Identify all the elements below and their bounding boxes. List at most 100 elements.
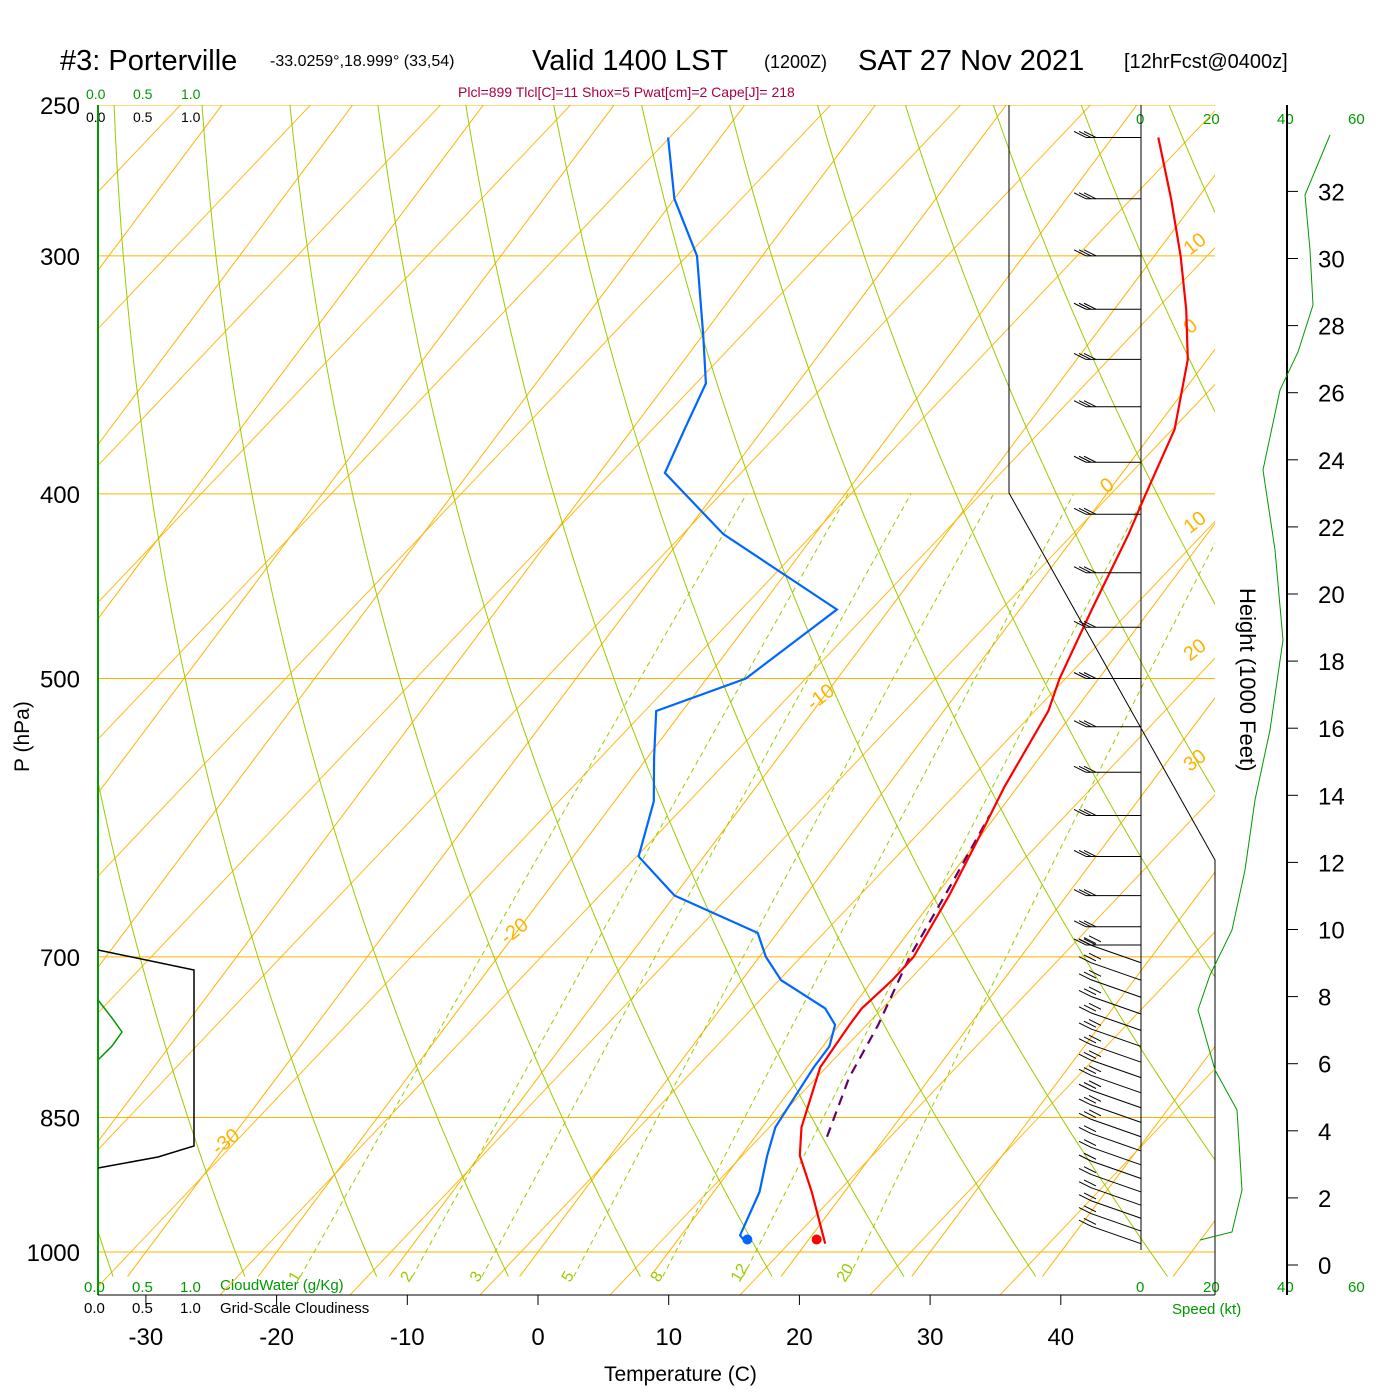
isotherm-line: [98, 105, 876, 1143]
wind-barb-staff: [1090, 1160, 1142, 1179]
height-tick-label: 12: [1318, 850, 1345, 877]
wind-barb-feather: [1073, 455, 1087, 463]
svg-text:0.5: 0.5: [133, 109, 153, 125]
grid-diagonal: [609, 657, 1215, 1295]
grid-diagonal: [98, 105, 311, 330]
wind-barb-feather: [1083, 672, 1097, 679]
isotherm-line: [98, 105, 223, 272]
wind-barb-feather: [1078, 920, 1092, 928]
wind-barb-feather: [1083, 1082, 1097, 1089]
grid-diagonal: [999, 1067, 1215, 1295]
x-tick-label: -30: [129, 1324, 164, 1351]
wind-barb-feather: [1078, 131, 1092, 138]
isotherm-line: [127, 105, 1007, 1277]
wind-barb-feather: [1083, 352, 1097, 360]
wind-barb-feather: [1083, 1205, 1097, 1213]
wind-barb-feather: [1083, 971, 1097, 979]
wind-barb-feather: [1073, 400, 1087, 408]
wind-barb-feather: [1078, 1083, 1092, 1091]
wind-barb-feather: [1083, 988, 1097, 996]
isotherm-label: -10: [803, 680, 839, 715]
isotherm-line: [98, 105, 746, 969]
isotherm-line: [649, 522, 1215, 1277]
height-tick-label: 6: [1318, 1052, 1331, 1079]
wind-barb-feather: [1083, 1125, 1097, 1133]
wind-barb-feather: [1083, 620, 1097, 628]
wind-barb-staff: [1090, 962, 1142, 981]
svg-text:1.0: 1.0: [180, 1300, 201, 1317]
wind-barb-feather: [1078, 765, 1092, 773]
wind-barb-feather: [1073, 938, 1087, 946]
height-tick-label: 32: [1318, 179, 1345, 206]
dry-adiabat: [289, 105, 641, 1277]
svg-text:0: 0: [1136, 111, 1144, 128]
cloud-profiles: [97, 134, 1331, 1241]
wind-barb-feather: [1078, 990, 1092, 997]
p-tick-label: 700: [40, 945, 80, 972]
cloudwater-bottom-ticks: 0.0 0.5 1.0 CloudWater (g/Kg): [84, 1277, 344, 1296]
height-tick-label: 22: [1318, 515, 1345, 542]
wind-barb-feather: [1078, 507, 1092, 515]
wind-barb-staff: [1090, 1059, 1142, 1079]
wind-barb-feather: [1073, 192, 1087, 200]
wind-barb-feather: [1078, 1207, 1092, 1214]
wind-barb-feather: [1083, 889, 1097, 897]
wind-barb-feather: [1078, 1154, 1092, 1162]
wind-barb-feather: [1078, 1168, 1092, 1175]
speed-bottom-ticks: 0 20 40 60 Speed (kt): [1136, 1279, 1365, 1318]
wind-barb-feather: [1083, 1217, 1097, 1225]
wind-barb-staff: [1090, 1028, 1142, 1047]
cloudwater-profile: [97, 999, 123, 1061]
wind-barb-staff: [1090, 1074, 1142, 1094]
wind-barb-feather: [1088, 969, 1102, 977]
surface-dewpoint-point: [742, 1234, 753, 1245]
wind-barb-staff: [1090, 1187, 1142, 1206]
wind-barb-feather: [1083, 1192, 1097, 1200]
cloudiness-top-ticks: 0.0 0.5 1.0: [86, 109, 201, 125]
dewpoint-trace: [637, 137, 839, 1245]
height-tick-label: 26: [1318, 381, 1345, 408]
parcel-trace: [825, 814, 991, 1138]
x-tick-label: 10: [655, 1324, 682, 1351]
cloudiness-label: Grid-Scale Cloudiness: [220, 1300, 369, 1317]
wind-barb-staff: [1090, 1213, 1142, 1232]
wind-barb-staff: [1090, 1104, 1142, 1123]
height-tick-label: 10: [1318, 918, 1345, 945]
wind-barb-feather: [1078, 889, 1092, 897]
wind-barb-staff: [1090, 1012, 1142, 1031]
x-tick-label: 20: [786, 1324, 813, 1351]
wind-barb-feather: [1073, 302, 1087, 310]
wind-barb-feather: [1083, 1096, 1097, 1104]
wind-barb-feather: [1073, 352, 1087, 360]
wind-barb-staff: [1090, 1132, 1142, 1152]
svg-text:1.0: 1.0: [181, 86, 201, 102]
wind-barb-staff: [1090, 979, 1142, 998]
grid-diagonal: [98, 105, 831, 877]
wind-barb-feather: [1083, 131, 1097, 138]
isotherm-label: 0: [1180, 314, 1202, 338]
svg-text:1.0: 1.0: [180, 1279, 201, 1296]
height-tick-label: 16: [1318, 716, 1345, 743]
wind-barb-staff: [1090, 1089, 1142, 1109]
valid-time: Valid 1400 LST: [532, 45, 728, 77]
wind-barb-feather: [1083, 249, 1097, 257]
mixing-ratio-line: [848, 542, 1215, 1277]
wind-barb-feather: [1083, 1139, 1097, 1147]
dry-adiabat: [904, 105, 1215, 794]
wind-barb-feather: [1078, 192, 1092, 200]
wind-barb-staff: [1090, 1044, 1142, 1063]
p-tick-label: 300: [40, 244, 80, 271]
dry-adiabat: [553, 105, 1037, 1277]
wind-barb-feather: [1083, 302, 1097, 310]
dry-adiabat: [817, 105, 1215, 978]
grid-diagonal: [98, 105, 181, 193]
svg-text:0.0: 0.0: [84, 1279, 105, 1296]
wind-barb-feather: [1088, 1050, 1102, 1058]
wind-barb-staff: [1090, 1173, 1142, 1193]
grid-diagonal: [98, 110, 1215, 1288]
svg-text:20: 20: [1203, 111, 1220, 128]
height-tick-label: 4: [1318, 1119, 1331, 1146]
wind-barb-feather: [1083, 192, 1097, 200]
wind-barb-feather: [1083, 1020, 1097, 1028]
grid-diagonal: [869, 931, 1215, 1295]
